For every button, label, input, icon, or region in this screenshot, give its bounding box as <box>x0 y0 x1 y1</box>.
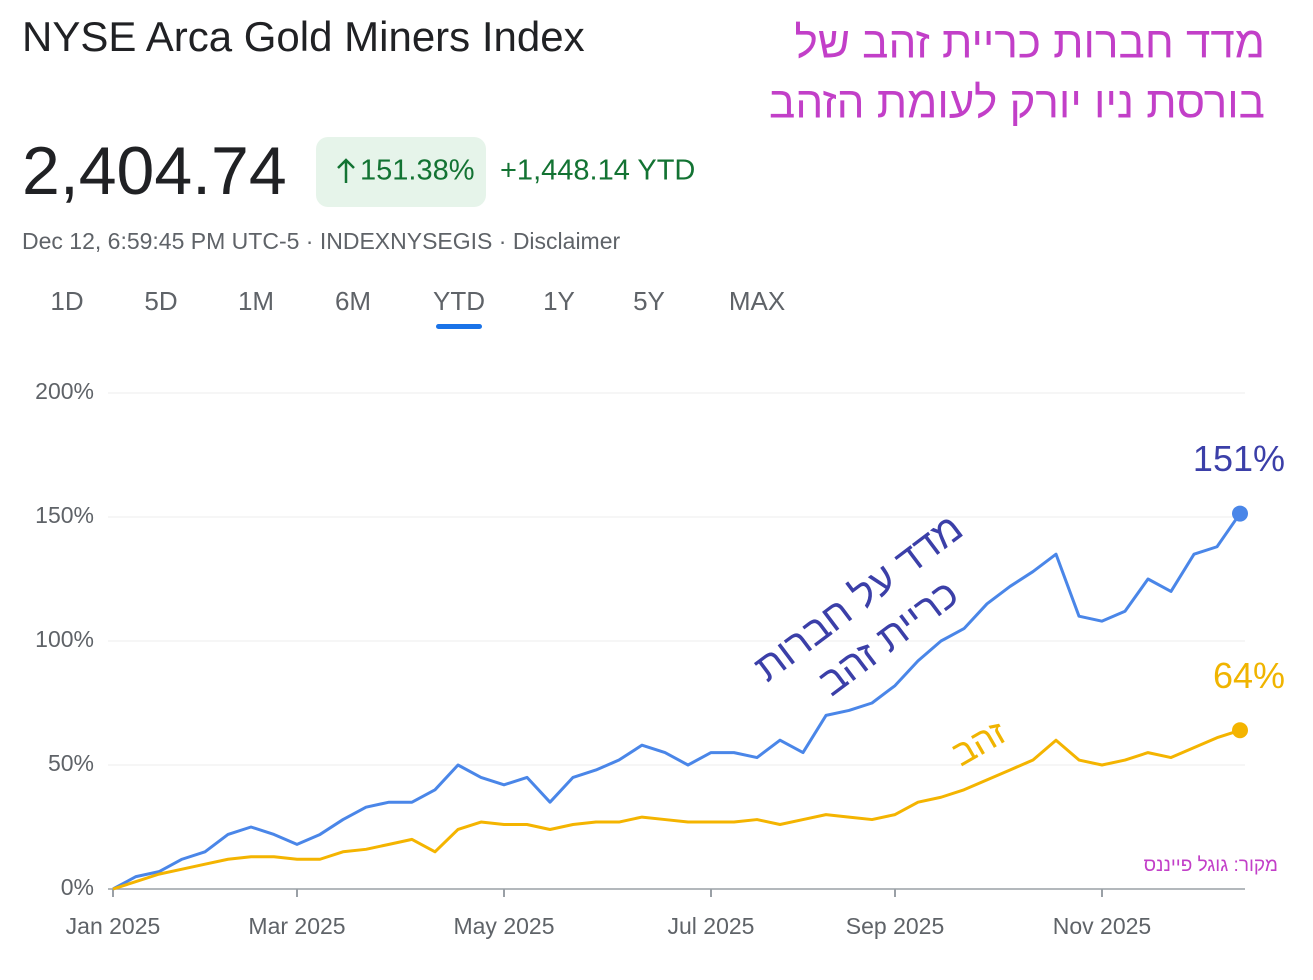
change-absolute: +1,448.14 YTD <box>500 155 695 187</box>
x-tick-label: Jul 2025 <box>668 913 755 939</box>
tab[interactable]: 5Y <box>633 286 665 316</box>
change-percent: 151.38% <box>360 155 475 187</box>
series-name: זהב <box>944 711 1013 774</box>
tab-underline <box>436 324 482 329</box>
y-tick-label: 200% <box>35 378 94 404</box>
index-title: NYSE Arca Gold Miners Index <box>22 13 585 60</box>
x-tick-label: Mar 2025 <box>248 913 345 939</box>
tab[interactable]: 5D <box>144 286 177 316</box>
price: 2,404.74 <box>22 133 287 209</box>
end-dot <box>1232 722 1248 739</box>
annotation-title: בורסת ניו יורק לעומת הזהב <box>769 79 1265 128</box>
tab[interactable]: 6M <box>335 286 371 316</box>
x-tick-label: Nov 2025 <box>1053 913 1151 939</box>
up-arrow-icon <box>337 158 355 183</box>
change-pill <box>316 137 486 207</box>
x-tick-label: Jan 2025 <box>66 913 161 939</box>
y-tick-label: 100% <box>35 626 94 652</box>
source: מקור: גוגל פייננס <box>1144 855 1278 876</box>
annotation-title: מדד חברות כריית זהב של <box>795 19 1265 68</box>
x-tick-label: Sep 2025 <box>846 913 944 939</box>
tab[interactable]: 1Y <box>543 286 575 316</box>
value-label: 151% <box>1193 438 1285 479</box>
tab-bar: 1D 5D 1M 6M YTD 1Y 5Y MAX <box>50 286 785 316</box>
tab[interactable]: YTD <box>433 286 485 316</box>
meta: Dec 12, 6:59:45 PM UTC-5 · INDEXNYSEGIS … <box>22 228 620 254</box>
y-tick-label: 0% <box>61 874 94 900</box>
tab[interactable]: MAX <box>729 286 785 316</box>
end-dot <box>1232 505 1248 522</box>
tab[interactable]: 1M <box>238 286 274 316</box>
y-tick-label: 150% <box>35 502 94 528</box>
series-line <box>112 512 1242 891</box>
series-line <box>112 728 1241 891</box>
tab[interactable]: 1D <box>50 286 83 316</box>
y-tick-label: 50% <box>48 750 94 776</box>
value-label: 64% <box>1213 655 1285 696</box>
series-annotation: זהב <box>944 711 1013 774</box>
x-tick-label: May 2025 <box>453 913 554 939</box>
